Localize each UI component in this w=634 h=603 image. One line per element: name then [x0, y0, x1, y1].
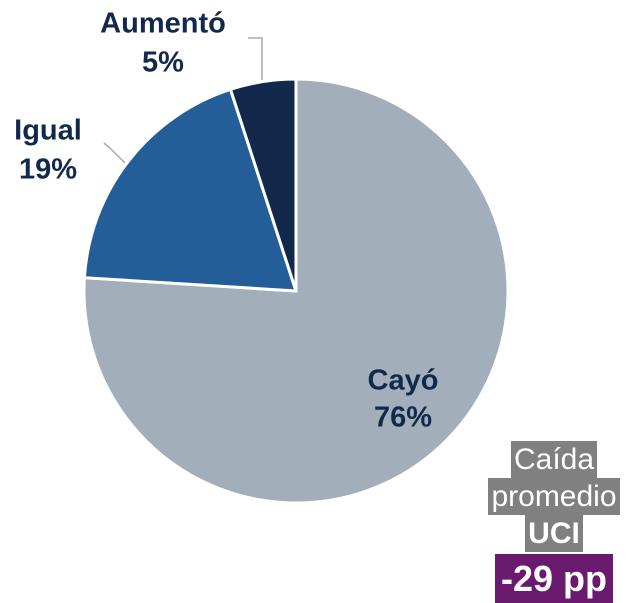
leader-line: [248, 37, 263, 80]
slice-value: 19%: [19, 154, 77, 186]
slice-label: Cayó: [368, 365, 439, 397]
slice-label: Aumentó: [100, 8, 226, 40]
annotation-highlight: -29 pp: [494, 554, 613, 603]
annotation: Caída promedio UCI -29 pp: [470, 441, 634, 603]
leader-line: [103, 142, 126, 164]
slice-label: Igual: [14, 115, 82, 147]
pie-slice: [82, 87, 298, 293]
pie-slice: [82, 77, 510, 505]
slices: [82, 77, 510, 505]
annotation-line: Caída: [510, 441, 598, 478]
slice-value: 5%: [142, 47, 184, 79]
annotation-line: UCI: [525, 515, 583, 552]
pie-slice: [228, 77, 298, 293]
annotation-line: promedio: [488, 478, 620, 515]
slice-value: 76%: [374, 402, 432, 434]
